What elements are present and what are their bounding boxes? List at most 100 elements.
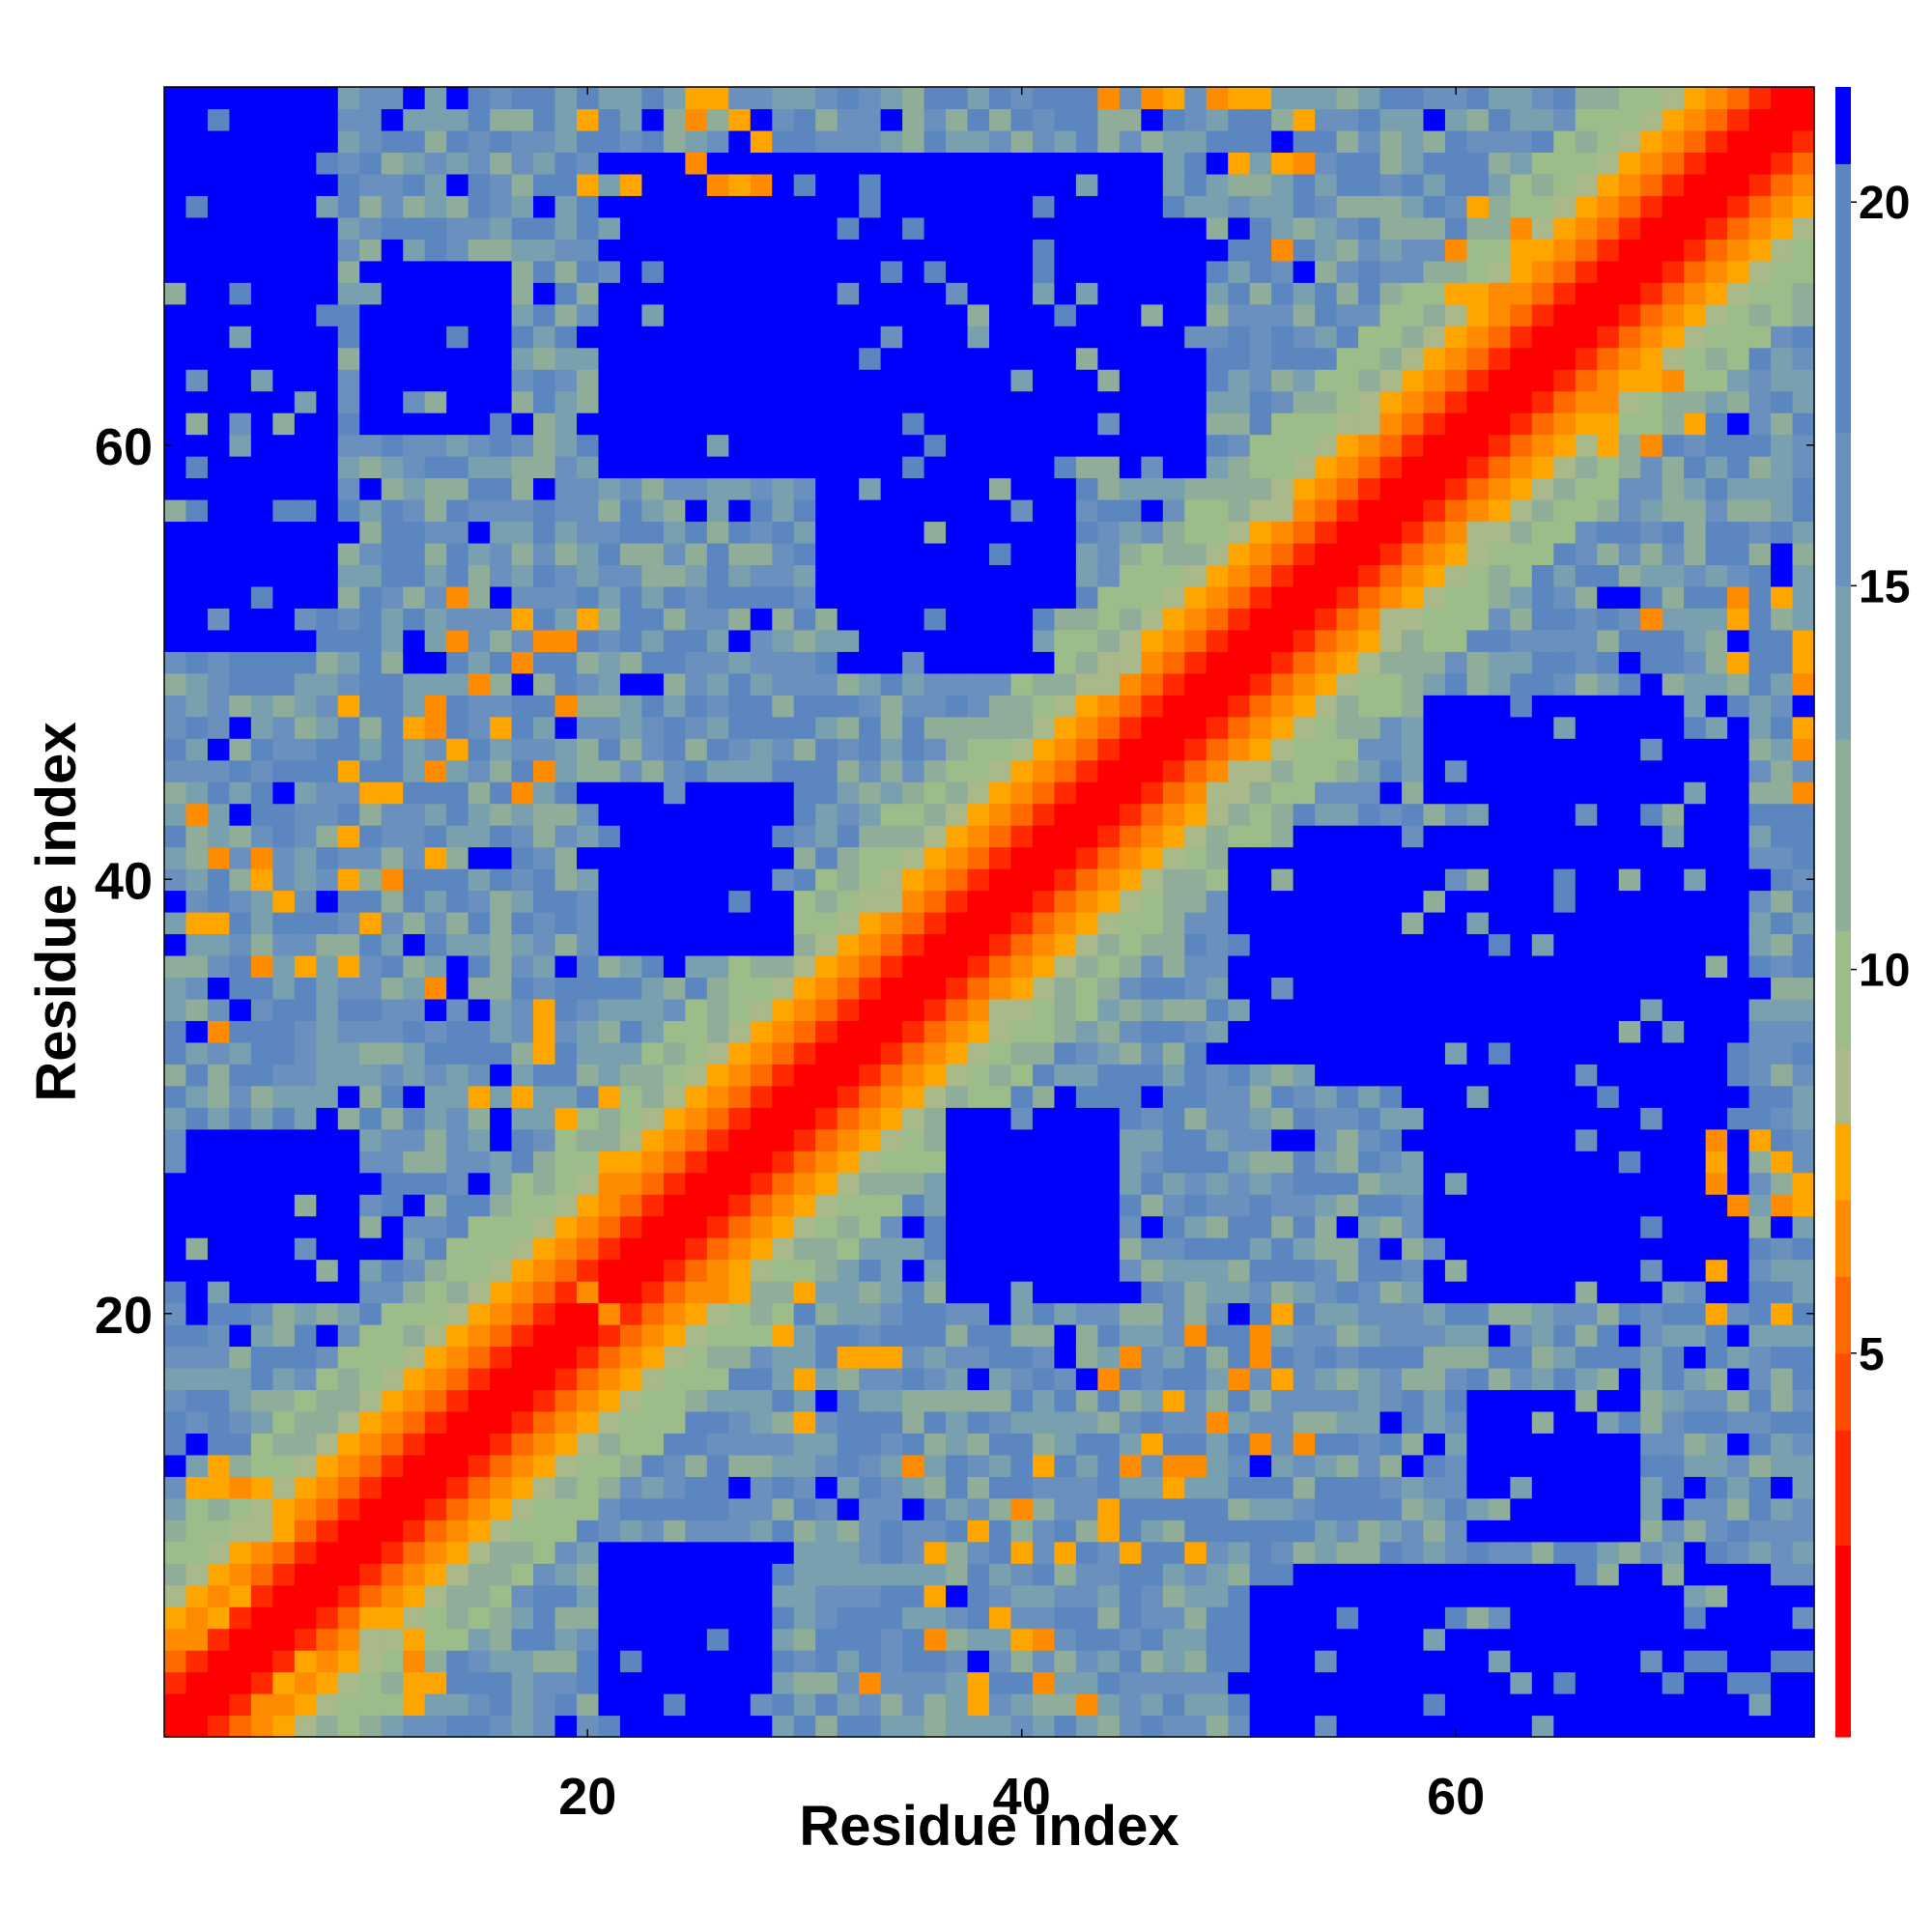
heatmap-cell [946, 87, 969, 110]
heatmap-cell [772, 521, 795, 544]
heatmap-cell [706, 1259, 729, 1282]
heatmap-cell [598, 1346, 621, 1369]
heatmap-cell [1162, 282, 1185, 305]
heatmap-cell [272, 195, 296, 218]
heatmap-cell [1097, 1671, 1121, 1694]
heatmap-cell [446, 195, 469, 218]
heatmap-cell [403, 954, 426, 979]
heatmap-cell [1358, 1194, 1381, 1217]
heatmap-cell [511, 1085, 534, 1108]
heatmap-cell [554, 369, 578, 392]
heatmap-cell [533, 998, 556, 1021]
heatmap-cell [381, 1064, 404, 1087]
heatmap-cell [619, 803, 643, 826]
heatmap-cell [1293, 1541, 1316, 1564]
heatmap-cell [619, 390, 643, 413]
heatmap-cell [1510, 1476, 1533, 1499]
heatmap-cell [359, 1064, 383, 1087]
heatmap-cell [1075, 1410, 1098, 1434]
heatmap-cell [663, 1650, 686, 1673]
heatmap-cell [1293, 477, 1316, 500]
heatmap-cell [598, 695, 621, 718]
heatmap-cell [946, 152, 969, 175]
heatmap-cell [1510, 1650, 1533, 1673]
heatmap-cell [164, 781, 187, 805]
heatmap-cell [164, 977, 187, 1000]
heatmap-cell [1379, 108, 1403, 131]
heatmap-cell [1379, 1433, 1403, 1456]
heatmap-cell [1379, 1194, 1403, 1217]
heatmap-cell [967, 977, 990, 1000]
heatmap-cell [706, 1563, 729, 1586]
heatmap-cell [923, 1237, 947, 1261]
heatmap-cell [1466, 759, 1490, 782]
heatmap-cell [706, 781, 729, 805]
heatmap-cell [1249, 1107, 1272, 1130]
heatmap-cell [1402, 434, 1425, 457]
heatmap-cell [1444, 369, 1468, 392]
heatmap-cell [554, 1454, 578, 1477]
heatmap-cell [468, 347, 491, 370]
heatmap-cell [250, 1172, 273, 1195]
heatmap-cell [316, 933, 339, 956]
heatmap-cell [1032, 1584, 1056, 1607]
heatmap-cell [1271, 1454, 1294, 1477]
heatmap-cell [1444, 1085, 1468, 1108]
heatmap-cell [1054, 585, 1077, 609]
heatmap-cell [859, 651, 882, 674]
heatmap-cell [1228, 1454, 1251, 1477]
heatmap-cell [619, 825, 643, 848]
heatmap-cell [1228, 239, 1251, 262]
heatmap-cell [815, 912, 838, 935]
heatmap-cell [641, 347, 665, 370]
heatmap-cell [316, 1541, 339, 1564]
heatmap-cell [490, 195, 513, 218]
heatmap-cell [837, 1259, 860, 1282]
heatmap-cell [316, 1151, 339, 1174]
heatmap-cell [793, 977, 816, 1000]
heatmap-cell [1032, 1151, 1056, 1174]
heatmap-cell [967, 1085, 990, 1108]
heatmap-cell [619, 1302, 643, 1325]
heatmap-cell [1488, 695, 1511, 718]
heatmap-cell [272, 672, 296, 696]
heatmap-cell [1423, 608, 1446, 631]
heatmap-cell [598, 434, 621, 457]
heatmap-cell [1293, 412, 1316, 436]
heatmap-cell [750, 1367, 773, 1391]
heatmap-cell [728, 1497, 752, 1520]
heatmap-cell [1249, 369, 1272, 392]
heatmap-cell [424, 499, 447, 523]
heatmap-cell [1162, 1389, 1185, 1412]
heatmap-cell [1184, 825, 1208, 848]
heatmap-cell [837, 1606, 860, 1630]
heatmap-cell [490, 954, 513, 979]
heatmap-cell [446, 803, 469, 826]
heatmap-cell [490, 759, 513, 782]
heatmap-cell [1423, 1671, 1446, 1694]
heatmap-cell [403, 1041, 426, 1065]
heatmap-cell [533, 326, 556, 349]
heatmap-cell [946, 1064, 969, 1087]
heatmap-cell [1249, 803, 1272, 826]
heatmap-cell [989, 651, 1012, 674]
heatmap-cell [1379, 326, 1403, 349]
heatmap-cell [1488, 1693, 1511, 1717]
heatmap-cell [967, 825, 990, 848]
heatmap-cell [1249, 629, 1272, 652]
heatmap-cell [1228, 326, 1251, 349]
heatmap-cell [1510, 412, 1533, 436]
heatmap-cell [468, 1454, 491, 1477]
heatmap-cell [598, 87, 621, 110]
heatmap-cell [554, 868, 578, 892]
heatmap-cell [815, 1541, 838, 1564]
heatmap-cell [706, 390, 729, 413]
heatmap-cell [577, 412, 600, 436]
heatmap-cell [880, 1433, 903, 1456]
heatmap-cell [1054, 521, 1077, 544]
heatmap-cell [967, 1302, 990, 1325]
heatmap-cell [1162, 564, 1185, 587]
heatmap-cell [250, 1520, 273, 1543]
heatmap-cell [1206, 803, 1229, 826]
heatmap-cell [316, 629, 339, 652]
